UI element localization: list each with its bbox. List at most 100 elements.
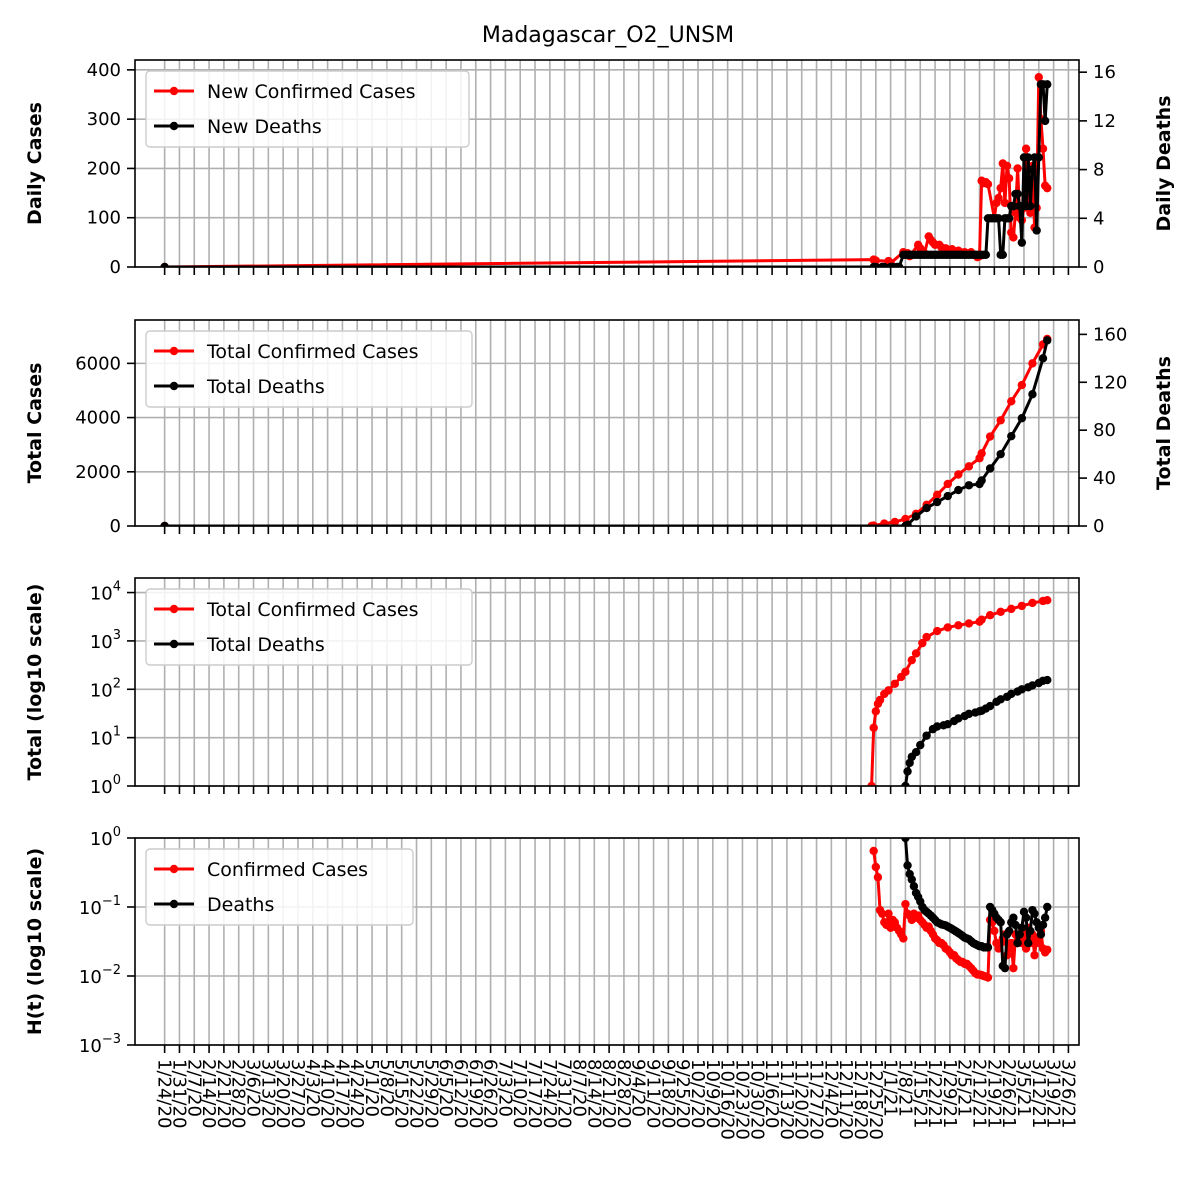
x-tick-label: 4/3/20 — [302, 1059, 323, 1117]
x-tick-label: 3/13/20 — [257, 1059, 278, 1128]
x-tick-label: 8/21/20 — [598, 1059, 619, 1128]
data-point — [1017, 238, 1027, 247]
x-tick-label: 3/12/21 — [1028, 1059, 1049, 1128]
x-tick-label: 4/17/20 — [331, 1059, 352, 1128]
data-point — [890, 679, 900, 688]
legend-marker — [169, 86, 179, 96]
x-tick-label: 8/14/20 — [583, 1059, 604, 1128]
x-tick-label: 3/20/20 — [272, 1059, 293, 1128]
x-tick-label: 1/8/21 — [894, 1059, 915, 1117]
data-point — [1043, 902, 1052, 912]
x-tick-label: 7/3/20 — [494, 1059, 515, 1117]
y-tick-label: 101 — [90, 725, 121, 750]
data-point — [903, 861, 912, 870]
data-point — [1007, 604, 1016, 614]
data-point — [1024, 153, 1033, 162]
data-point — [964, 709, 974, 719]
y-right-tick-label: 16 — [1093, 62, 1116, 83]
data-point — [160, 262, 169, 267]
x-tick-label: 6/26/20 — [480, 1059, 501, 1128]
data-point — [985, 611, 995, 620]
grid — [135, 320, 1079, 527]
data-point — [1007, 397, 1016, 406]
legend-box — [145, 588, 473, 666]
x-tick-label: 8/7/20 — [568, 1059, 589, 1117]
figure-title: Madagascar_O2_UNSM — [482, 23, 734, 48]
x-tick-labels: 1/24/201/31/202/7/202/14/202/21/202/28/2… — [154, 1059, 1079, 1140]
y-tick-label-exponent: 2 — [113, 676, 121, 691]
y-right-tick-label: 40 — [1093, 468, 1116, 489]
subplot-2: 0 2000 4000 6000 0 40 80 120 160 Total Cases Total… — [24, 319, 1175, 537]
data-point — [911, 649, 921, 658]
data-point — [1017, 414, 1027, 423]
y-tick-label-exponent: −3 — [102, 1032, 121, 1047]
data-point — [1038, 920, 1048, 930]
y-tick-label-exponent: 0 — [113, 773, 121, 788]
data-point — [983, 180, 993, 189]
data-point — [932, 497, 942, 507]
data-point — [1030, 951, 1039, 960]
x-tick-label: 11/20/20 — [791, 1059, 812, 1140]
legend-box — [145, 70, 470, 148]
y-tick-label-exponent: −1 — [102, 894, 121, 909]
data-point — [1007, 938, 1016, 948]
data-point — [996, 449, 1005, 459]
data-point — [922, 503, 931, 513]
data-point — [903, 520, 912, 526]
x-tick-label: 12/11/20 — [835, 1059, 856, 1140]
legend-marker — [169, 381, 179, 391]
legend-marker — [169, 639, 179, 649]
y-tick-label: 104 — [90, 580, 121, 605]
x-tick-label: 4/10/20 — [317, 1059, 338, 1128]
data-point — [954, 621, 963, 630]
legend-label: Total Deaths — [206, 634, 325, 656]
x-tick-label: 2/19/21 — [983, 1059, 1004, 1128]
x-tick-label: 3/27/20 — [287, 1059, 308, 1128]
y-tick-label: 2000 — [75, 462, 121, 483]
data-point — [1024, 938, 1033, 948]
y-tick-label: 100 — [87, 208, 121, 229]
y-right-axis-label: Daily Deaths — [1153, 95, 1175, 231]
data-point — [1009, 963, 1018, 973]
data-point — [911, 747, 921, 757]
x-tick-label: 2/28/20 — [228, 1059, 249, 1128]
x-tick-label: 4/24/20 — [346, 1059, 367, 1128]
data-point — [1013, 938, 1022, 948]
y-right-tick-label: 12 — [1093, 111, 1116, 132]
y-tick-label: 300 — [87, 109, 121, 130]
data-point — [1036, 930, 1046, 939]
plot-area — [869, 838, 1052, 982]
y-tick-label-base: 10 — [90, 729, 113, 750]
data-point — [918, 638, 927, 648]
axes-frame — [134, 59, 1080, 268]
x-tick-label: 3/6/20 — [243, 1059, 264, 1117]
data-point — [875, 695, 885, 705]
data-point — [871, 862, 881, 872]
data-point — [1000, 198, 1010, 208]
data-point — [932, 722, 942, 731]
data-point — [1004, 174, 1014, 183]
data-point — [901, 838, 910, 843]
data-point — [1043, 675, 1052, 685]
x-tick-label: 5/8/20 — [376, 1059, 397, 1117]
x-tick-label: 8/28/20 — [613, 1059, 634, 1128]
y-tick-label-exponent: −2 — [102, 963, 121, 978]
y-tick-label: 10−1 — [79, 894, 121, 919]
data-point — [1021, 144, 1031, 153]
x-tick-label: 5/22/20 — [406, 1059, 427, 1128]
data-point — [907, 875, 916, 884]
data-point — [871, 256, 881, 265]
x-tick-label: 10/16/20 — [717, 1059, 738, 1140]
x-tick-label: 5/29/20 — [420, 1059, 441, 1128]
data-point — [869, 846, 878, 856]
data-point — [981, 250, 991, 260]
legend-label: New Confirmed Cases — [207, 81, 416, 103]
data-point — [1017, 685, 1027, 694]
data-point — [871, 707, 881, 716]
data-point — [1004, 214, 1014, 223]
data-point — [943, 491, 952, 501]
subplot-1: 0 100 200 300 400 0 4 8 12 16 Daily Cases Daily Dea… — [24, 59, 1175, 278]
legend-marker — [169, 346, 179, 356]
data-point — [1021, 913, 1031, 922]
